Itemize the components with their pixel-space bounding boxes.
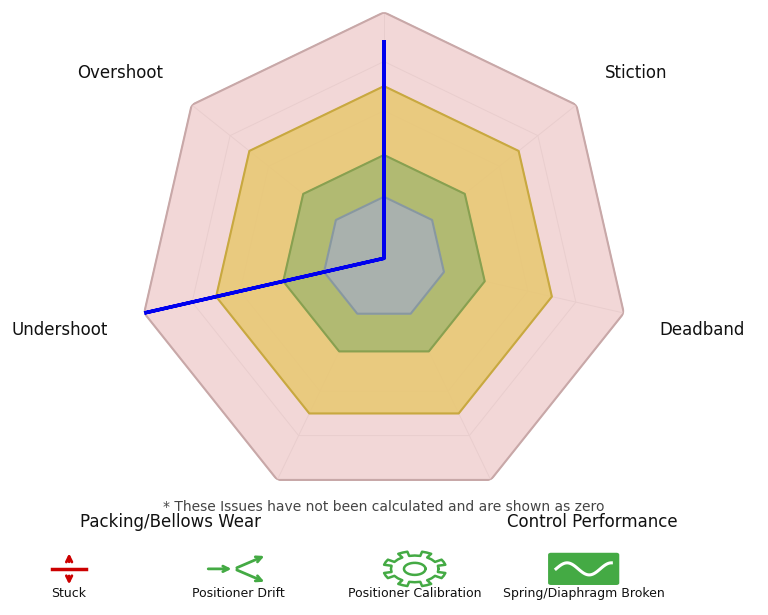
Text: Spring/Diaphragm Broken: Spring/Diaphragm Broken <box>503 587 664 600</box>
Text: Stuck: Stuck <box>51 587 87 600</box>
Text: Positioner Calibration: Positioner Calibration <box>348 587 482 600</box>
Text: Control Performance: Control Performance <box>507 513 677 531</box>
Polygon shape <box>283 155 485 351</box>
Text: Deadband: Deadband <box>660 321 745 339</box>
Text: Overshoot: Overshoot <box>77 64 163 82</box>
Polygon shape <box>144 42 384 313</box>
Polygon shape <box>216 86 552 413</box>
Text: Stiction: Stiction <box>605 64 667 82</box>
Text: * These Issues have not been calculated and are shown as zero: * These Issues have not been calculated … <box>164 501 604 514</box>
Text: Undershoot: Undershoot <box>12 321 108 339</box>
FancyBboxPatch shape <box>549 554 618 584</box>
Text: Positioner Drift: Positioner Drift <box>192 587 284 600</box>
Text: Packing/Bellows Wear: Packing/Bellows Wear <box>80 513 261 531</box>
Polygon shape <box>144 12 624 480</box>
Polygon shape <box>324 197 444 314</box>
